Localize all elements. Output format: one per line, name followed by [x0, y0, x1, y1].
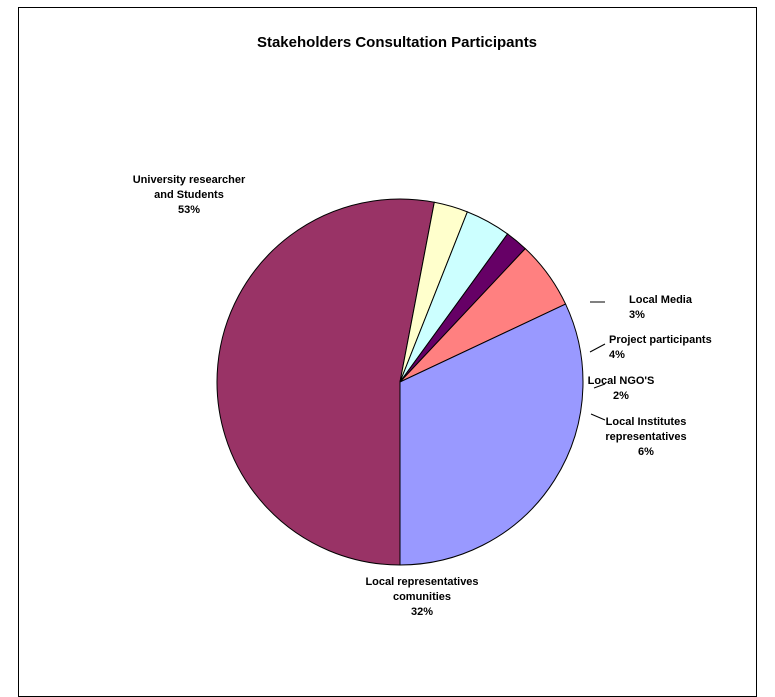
slice-label-line: 4%: [609, 349, 625, 361]
slice-label-line: Project participants: [609, 334, 712, 346]
pie-slice: [399, 303, 584, 566]
leader-lines: [589, 301, 606, 421]
slice-label: Project participants 4%: [609, 334, 712, 361]
chart-title: Stakeholders Consultation Participants: [257, 34, 537, 51]
slice-label-line: comunities: [393, 591, 451, 603]
slice-label-line: and Students: [154, 189, 224, 201]
pie-slices: [216, 198, 584, 566]
slice-label: Local representatives comunities 32%: [365, 576, 478, 618]
slice-labels: University researcher and Students 53% Loca…: [133, 174, 712, 618]
slice-label-line: 6%: [638, 446, 654, 458]
pie-chart: Stakeholders Consultation Participants U…: [133, 34, 712, 618]
slice-label-line: Local representatives: [365, 576, 478, 588]
pie-slice: [216, 198, 435, 566]
slice-label-line: Local Institutes: [606, 416, 687, 428]
leader-line: [589, 343, 606, 353]
slice-label-line: Local NGO'S: [588, 375, 655, 387]
slice-label-line: 32%: [411, 606, 433, 618]
slice-label-line: 53%: [178, 204, 200, 216]
slice-label-line: 3%: [629, 309, 645, 321]
slice-label-line: Local Media: [629, 294, 693, 306]
leader-line: [593, 383, 606, 389]
chart-area: Stakeholders Consultation Participants U…: [18, 7, 757, 697]
leader-line: [590, 413, 606, 421]
slice-label-line: University researcher: [133, 174, 246, 186]
slice-label-line: 2%: [613, 390, 629, 402]
slice-label: Local NGO'S 2%: [588, 375, 655, 402]
slice-label: Local Institutes representatives 6%: [605, 416, 686, 458]
slice-label: Local Media 3%: [629, 294, 693, 321]
slice-label: University researcher and Students 53%: [133, 174, 246, 216]
slice-label-line: representatives: [605, 431, 686, 443]
